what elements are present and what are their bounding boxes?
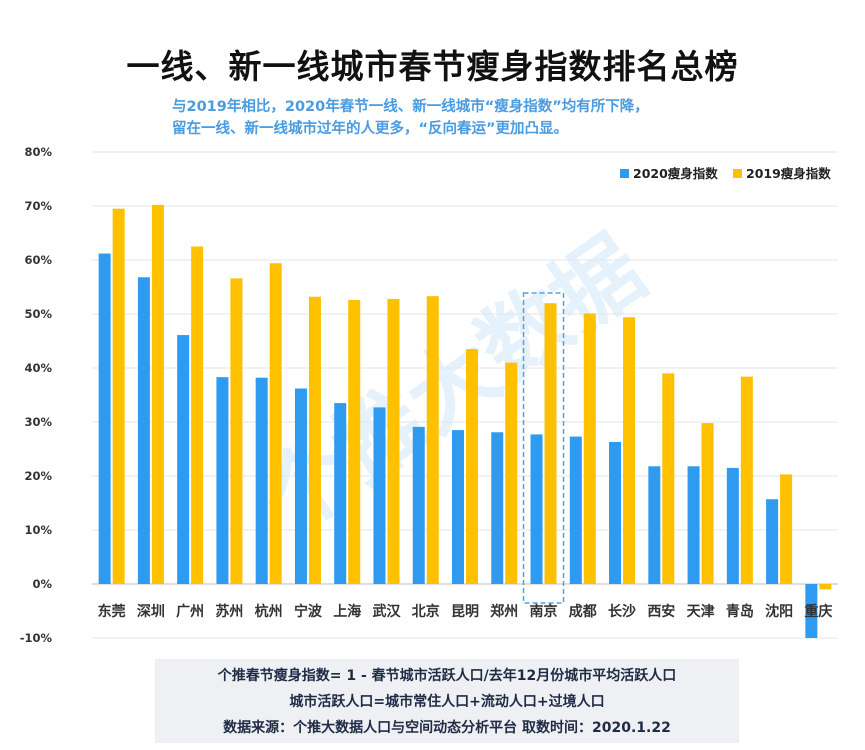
bar-2019: [426, 296, 439, 584]
bar-2020: [137, 277, 150, 584]
bar-2020: [726, 467, 739, 584]
bar-2019: [308, 296, 321, 584]
y-tick-label: 30%: [24, 415, 52, 429]
legend-label-2020: 2020瘦身指数: [633, 166, 718, 181]
y-axis: -10% 0% 10% 20% 30% 40% 50% 60% 70% 80%: [20, 145, 53, 645]
bar-2020: [491, 432, 504, 584]
footer-line-2: 城市活跃人口=城市常住人口+流动人口+过境人口: [289, 694, 605, 710]
x-tick-label: 昆明: [451, 604, 479, 620]
bar-2019: [505, 362, 518, 584]
x-tick-label: 深圳: [137, 603, 165, 620]
page-title: 一线、新一线城市春节瘦身指数排名总榜: [126, 47, 739, 86]
subtitle-line-2: 留在一线、新一线城市过年的人更多，“反向春运”更加凸显。: [172, 121, 569, 137]
bar-2020: [412, 426, 425, 584]
bar-2019: [544, 303, 557, 584]
legend-swatch-2019: [733, 169, 742, 178]
bar-2020: [294, 388, 307, 584]
bar-chart: 个推大数据 -10%0%10%20%30%40%50%60%70%80% 东莞深…: [20, 145, 838, 645]
bar-2020: [648, 466, 661, 584]
bar-2019: [230, 278, 243, 584]
y-tick-label: 50%: [24, 307, 52, 321]
bar-2020: [452, 430, 464, 584]
x-tick-label: 长沙: [608, 603, 636, 620]
bar-2020: [177, 335, 190, 584]
bar-2020: [98, 253, 111, 584]
bar-2020: [255, 377, 268, 584]
subtitle-line-1: 与2019年相比，2020年春节一线、新一线城市“瘦身指数”均有所下降，: [172, 99, 649, 115]
y-tick-label: 60%: [24, 253, 52, 267]
legend-swatch-2020: [620, 169, 629, 178]
footer-line-3: 数据来源：个推大数据人口与空间动态分析平台 取数时间：2020.1.22: [223, 720, 671, 736]
bar-2019: [583, 313, 596, 584]
x-tick-label: 天津: [687, 603, 715, 620]
y-tick-label: 0%: [32, 577, 52, 591]
bar-2020: [373, 407, 386, 584]
bar-2019: [387, 298, 400, 584]
x-tick-label: 重庆: [804, 603, 832, 620]
y-tick-label: 70%: [24, 199, 52, 213]
x-tick-label: 南京: [530, 603, 558, 620]
x-tick-label: 东莞: [98, 603, 126, 620]
bar-2019: [740, 376, 753, 584]
bar-2019: [112, 208, 125, 584]
bar-2019: [269, 263, 282, 584]
y-tick-label: 20%: [24, 469, 52, 483]
x-tick-label: 广州: [176, 603, 204, 620]
gridlines: [92, 151, 838, 639]
footer-line-1: 个推春节瘦身指数= 1 - 春节城市活跃人口/去年12月份城市平均活跃人口: [217, 668, 677, 684]
y-tick-label: 80%: [24, 145, 52, 159]
y-tick-label: 10%: [24, 523, 52, 537]
bar-2019: [466, 349, 478, 584]
bar-2019: [191, 246, 204, 584]
x-tick-label: 上海: [333, 603, 361, 620]
legend: 2020瘦身指数 2019瘦身指数: [620, 166, 831, 181]
x-tick-label: 沈阳: [765, 603, 793, 620]
bar-2019: [151, 204, 164, 585]
bar-2019: [701, 423, 714, 584]
x-tick-label: 郑州: [490, 603, 518, 620]
y-tick-label: -10%: [20, 631, 53, 645]
bar-2020: [609, 441, 622, 584]
x-tick-label: 北京: [412, 603, 440, 620]
x-tick-label: 西安: [647, 603, 675, 620]
x-tick-label: 宁波: [294, 603, 323, 620]
x-tick-label: 青岛: [726, 603, 754, 620]
y-tick-label: 40%: [24, 361, 52, 375]
x-tick-label: 杭州: [255, 603, 283, 620]
bar-2020: [569, 436, 582, 584]
bar-2019: [662, 373, 675, 584]
bars: [98, 204, 832, 638]
bar-2020: [805, 584, 818, 638]
x-axis: 东莞 深圳 广州 苏州 杭州 宁波 上海 武汉 北京 昆明 郑州 南京 成都 长沙 西安 天津 青岛 沈阳 重庆: [98, 603, 833, 620]
bar-2020: [530, 434, 543, 584]
bar-2020: [334, 403, 347, 584]
bar-2019: [819, 584, 832, 590]
bar-2020: [766, 499, 779, 584]
x-tick-label: 成都: [569, 603, 597, 620]
footer-note: 个推春节瘦身指数= 1 - 春节城市活跃人口/去年12月份城市平均活跃人口 城市…: [155, 659, 739, 743]
bar-2020: [216, 377, 229, 584]
bar-2019: [780, 474, 793, 584]
x-tick-label: 苏州: [215, 603, 243, 620]
legend-label-2019: 2019瘦身指数: [746, 166, 831, 181]
highlight-box: [522, 292, 565, 604]
bar-2019: [623, 317, 636, 584]
bar-2020: [687, 466, 700, 584]
bar-2019: [348, 299, 361, 584]
subtitle: 与2019年相比，2020年春节一线、新一线城市“瘦身指数”均有所下降， 留在一…: [172, 96, 792, 140]
x-tick-label: 武汉: [372, 603, 401, 620]
